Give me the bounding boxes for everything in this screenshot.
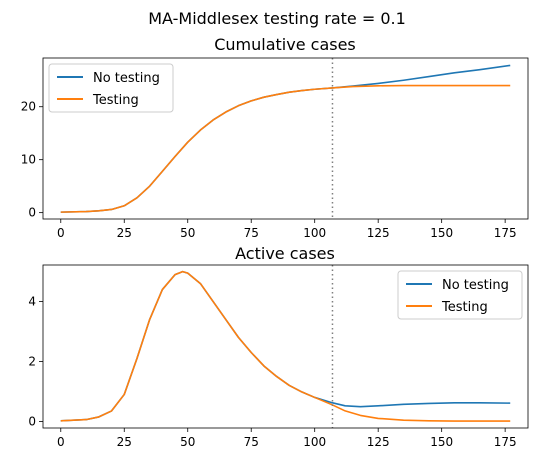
y-tick-label: 10 bbox=[21, 153, 36, 167]
x-tick-label: 0 bbox=[57, 226, 65, 240]
x-tick-label: 50 bbox=[180, 226, 195, 240]
active-cases-chart: Active cases 0 25 50 75 100 125 150 175 0 2 4 No t… bbox=[28, 244, 529, 449]
legend: No testing Testing bbox=[397, 270, 523, 320]
y-tick-label: 20 bbox=[21, 100, 36, 114]
x-tick-label: 150 bbox=[430, 435, 453, 449]
x-tick-label: 125 bbox=[367, 435, 390, 449]
legend: No testing Testing bbox=[48, 63, 174, 113]
x-tick-label: 75 bbox=[244, 435, 259, 449]
x-tick-label: 75 bbox=[244, 226, 259, 240]
y-tick-label: 0 bbox=[28, 206, 36, 220]
x-tick-label: 25 bbox=[117, 435, 132, 449]
y-tick-label: 2 bbox=[28, 354, 36, 368]
plot-frame bbox=[42, 57, 529, 220]
figure-suptitle: MA-Middlesex testing rate = 0.1 bbox=[148, 9, 406, 28]
x-tick-label: 100 bbox=[303, 435, 326, 449]
legend-label-no-testing: No testing bbox=[93, 71, 160, 86]
series-line-testing bbox=[60, 270, 511, 422]
y-tick-label: 4 bbox=[28, 295, 36, 309]
x-tick-label: 150 bbox=[430, 226, 453, 240]
x-tick-label: 50 bbox=[180, 435, 195, 449]
cumulative-cases-title: Cumulative cases bbox=[214, 35, 356, 54]
x-tick-label: 175 bbox=[494, 226, 517, 240]
legend-label-no-testing: No testing bbox=[442, 278, 509, 293]
cumulative-cases-chart: Cumulative cases 0 25 50 75 100 125 150 175 0 10 2… bbox=[21, 35, 529, 240]
series-line-testing bbox=[60, 84, 511, 213]
x-tick-label: 100 bbox=[303, 226, 326, 240]
legend-label-testing: Testing bbox=[441, 300, 488, 315]
y-tick-label: 0 bbox=[28, 414, 36, 428]
x-tick-label: 0 bbox=[57, 435, 65, 449]
x-tick-label: 125 bbox=[367, 226, 390, 240]
x-tick-label: 175 bbox=[494, 435, 517, 449]
legend-label-testing: Testing bbox=[92, 93, 139, 108]
active-cases-title: Active cases bbox=[235, 244, 335, 263]
plot-frame bbox=[42, 264, 529, 429]
x-tick-label: 25 bbox=[117, 226, 132, 240]
